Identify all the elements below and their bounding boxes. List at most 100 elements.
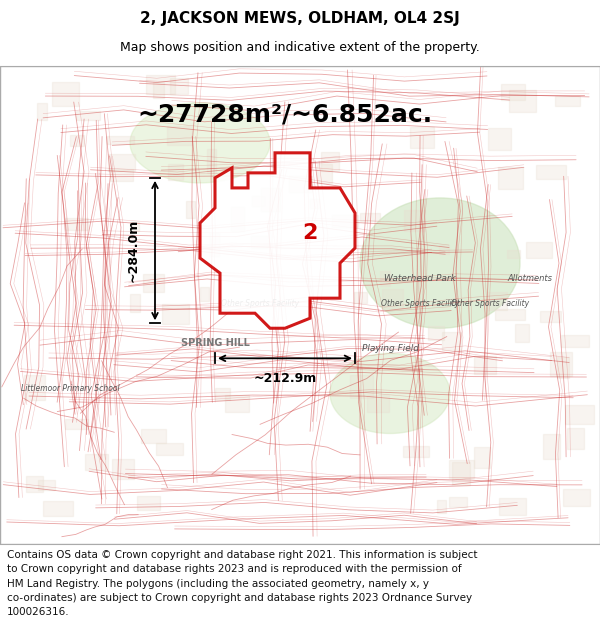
Bar	[70, 135, 84, 146]
Text: Playing Field: Playing Field	[361, 344, 419, 352]
Text: ~27728m²/~6.852ac.: ~27728m²/~6.852ac.	[137, 102, 433, 127]
Bar	[452, 462, 470, 485]
Bar	[23, 375, 45, 400]
Text: ~212.9m: ~212.9m	[253, 372, 317, 386]
Bar	[563, 489, 590, 506]
Text: Allotments: Allotments	[508, 274, 553, 282]
Bar	[76, 111, 100, 120]
Ellipse shape	[330, 353, 450, 434]
Bar	[146, 75, 175, 94]
Bar	[321, 152, 339, 171]
Bar	[439, 245, 449, 254]
Bar	[141, 429, 166, 443]
Polygon shape	[200, 153, 355, 328]
Bar	[550, 352, 572, 376]
Bar	[360, 213, 380, 221]
Bar	[367, 394, 389, 412]
Bar	[170, 78, 188, 94]
Bar	[37, 103, 47, 120]
Bar	[380, 271, 390, 286]
Bar	[65, 419, 88, 429]
Bar	[442, 332, 461, 351]
Bar	[252, 196, 265, 206]
Bar	[107, 136, 134, 144]
Text: Other Sports Facility: Other Sports Facility	[381, 299, 459, 308]
Bar	[437, 499, 446, 513]
Bar	[162, 304, 189, 324]
Text: Other Sports Facility: Other Sports Facility	[221, 299, 299, 308]
Bar	[498, 167, 523, 189]
Bar	[317, 164, 332, 183]
Text: ~284.0m: ~284.0m	[127, 219, 140, 282]
Bar	[310, 199, 319, 208]
Text: HM Land Registry. The polygons (including the associated geometry, namely x, y: HM Land Registry. The polygons (includin…	[7, 579, 429, 589]
Bar	[509, 90, 536, 112]
Bar	[43, 501, 73, 516]
Bar	[561, 336, 589, 348]
Bar	[289, 176, 312, 192]
Bar	[410, 127, 434, 148]
Bar	[168, 164, 183, 180]
Text: co-ordinates) are subject to Crown copyright and database rights 2023 Ordnance S: co-ordinates) are subject to Crown copyr…	[7, 593, 472, 603]
Bar	[52, 82, 79, 106]
Bar	[167, 126, 193, 145]
Bar	[130, 294, 140, 312]
Bar	[473, 356, 496, 374]
Bar	[130, 222, 139, 231]
Text: Map shows position and indicative extent of the property.: Map shows position and indicative extent…	[120, 41, 480, 54]
Bar	[206, 149, 217, 173]
Text: 100026316.: 100026316.	[7, 607, 70, 617]
Bar	[137, 496, 160, 510]
Bar	[261, 188, 280, 211]
Bar	[350, 376, 373, 398]
Bar	[428, 326, 444, 340]
Bar	[26, 476, 43, 492]
Ellipse shape	[130, 102, 270, 183]
Bar	[543, 434, 560, 459]
Bar	[496, 309, 524, 320]
Bar	[507, 250, 520, 258]
Bar	[153, 82, 164, 98]
Bar	[526, 242, 552, 258]
Bar	[225, 395, 249, 412]
Bar	[112, 459, 134, 479]
Bar	[449, 497, 467, 507]
Text: Other Sports Facility: Other Sports Facility	[451, 299, 529, 308]
Bar	[499, 498, 526, 514]
Bar	[488, 292, 507, 310]
Bar	[536, 166, 566, 179]
Ellipse shape	[360, 198, 520, 328]
Bar	[215, 388, 230, 400]
Bar	[449, 461, 473, 478]
Bar	[110, 169, 133, 181]
Bar	[539, 311, 561, 322]
Bar	[403, 446, 429, 458]
Text: to Crown copyright and database rights 2023 and is reproduced with the permissio: to Crown copyright and database rights 2…	[7, 564, 462, 574]
Bar	[332, 215, 358, 226]
Bar	[515, 324, 529, 342]
Bar	[474, 448, 490, 468]
Bar	[567, 428, 584, 449]
Text: Waterhead Park: Waterhead Park	[384, 274, 456, 282]
Bar	[185, 201, 195, 219]
Text: 2: 2	[302, 223, 317, 243]
Bar	[557, 357, 569, 379]
Bar	[109, 154, 135, 171]
Text: Littlemoor Primary School: Littlemoor Primary School	[20, 384, 119, 393]
Bar	[210, 233, 219, 256]
Bar	[232, 206, 244, 231]
Bar	[488, 127, 511, 150]
Text: Contains OS data © Crown copyright and database right 2021. This information is : Contains OS data © Crown copyright and d…	[7, 550, 478, 560]
Bar	[38, 479, 55, 490]
Bar	[354, 292, 367, 302]
Bar	[556, 96, 580, 106]
Bar	[500, 84, 526, 99]
Text: SPRING HILL: SPRING HILL	[181, 338, 250, 348]
Bar	[156, 443, 183, 455]
Bar	[565, 405, 594, 424]
Bar	[85, 454, 107, 470]
Bar	[382, 289, 403, 309]
Text: 2, JACKSON MEWS, OLDHAM, OL4 2SJ: 2, JACKSON MEWS, OLDHAM, OL4 2SJ	[140, 11, 460, 26]
Bar	[251, 236, 268, 249]
Bar	[200, 287, 209, 301]
